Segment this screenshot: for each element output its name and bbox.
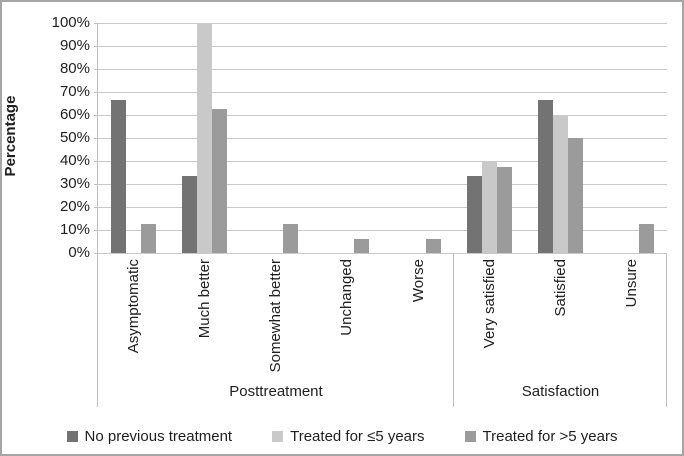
y-axis-tick (94, 137, 98, 139)
bar-treated-for-5-years (425, 238, 441, 253)
y-axis-tick (94, 183, 98, 185)
category-cell: Satisfied (525, 259, 596, 379)
y-tick-label: 70% (59, 83, 90, 100)
group-label-posttreatment: Posttreatment (229, 383, 323, 400)
group-separator-line (452, 253, 454, 407)
bar-treated-for-5-years (481, 161, 497, 253)
group-separator-line (666, 253, 667, 407)
y-axis-line (97, 23, 98, 407)
bar-no-previous-treatment (466, 176, 482, 253)
gridline (98, 91, 667, 93)
gridline (98, 114, 667, 116)
bar-treated-for-5-years (638, 224, 654, 253)
bar-treated-for-5-years (141, 224, 157, 253)
category-cell: Very satisfied (454, 259, 525, 379)
y-tick-label: 30% (59, 175, 90, 192)
legend-label: Treated for ≤5 years (290, 427, 425, 445)
y-axis-tick (94, 206, 98, 208)
category-cell: Worse (383, 259, 454, 379)
y-axis-tick (94, 114, 98, 116)
bar-no-previous-treatment (537, 99, 553, 253)
category-cell: Much better (169, 259, 240, 379)
legend-swatch-icon (464, 430, 476, 442)
category-label: Very satisfied (480, 259, 498, 349)
category-label: Somewhat better (267, 259, 285, 373)
bar-treated-for-5-years (197, 23, 213, 253)
group-separator-line (97, 253, 98, 407)
category-label: Unchanged (338, 259, 356, 336)
category-cell: Asymptomatic (98, 259, 169, 379)
category-label: Much better (196, 259, 214, 339)
y-tick-label: 100% (51, 14, 90, 31)
legend-item: No previous treatment (66, 427, 233, 445)
bar-treated-for-5-years (212, 109, 228, 253)
bar-treated-for-5-years (496, 166, 512, 253)
gridline (98, 22, 667, 24)
category-cell: Unchanged (311, 259, 382, 379)
bar-no-previous-treatment (182, 176, 198, 253)
y-axis-tick (94, 45, 98, 47)
y-tick-label: 0% (68, 244, 90, 261)
category-label: Satisfied (551, 259, 569, 317)
bar-treated-for-5-years (283, 224, 299, 253)
category-cell: Unsure (596, 259, 667, 379)
legend-item: Treated for >5 years (464, 427, 618, 445)
y-axis-tick (94, 229, 98, 231)
y-tick-label: 10% (59, 221, 90, 238)
y-axis-tick (94, 91, 98, 93)
bar-treated-for-5-years (354, 238, 370, 253)
legend-swatch-icon (66, 430, 78, 442)
category-label: Unsure (622, 259, 640, 308)
legend-label: No previous treatment (84, 427, 233, 445)
category-label: Asymptomatic (125, 259, 143, 354)
bar-no-previous-treatment (111, 99, 127, 253)
y-tick-label: 40% (59, 152, 90, 169)
bar-treated-for-5-years (552, 115, 568, 253)
gridline (98, 183, 667, 185)
y-tick-label: 90% (59, 37, 90, 54)
y-axis-tick (94, 68, 98, 70)
gridline (98, 252, 667, 254)
category-cell: Somewhat better (240, 259, 311, 379)
gridline (98, 45, 667, 47)
gridline (98, 229, 667, 231)
y-axis-tick (94, 252, 98, 254)
y-tick-label: 50% (59, 129, 90, 146)
y-tick-label: 20% (59, 198, 90, 215)
gridline (98, 160, 667, 162)
bar-treated-for-5-years (567, 138, 583, 253)
legend-swatch-icon (272, 430, 284, 442)
y-axis-tick (94, 22, 98, 24)
legend-label: Treated for >5 years (482, 427, 618, 445)
category-label: Worse (409, 259, 427, 303)
gridline (98, 206, 667, 208)
gridline (98, 68, 667, 70)
y-axis-tick (94, 160, 98, 162)
legend-item: Treated for ≤5 years (272, 427, 425, 445)
y-tick-label: 60% (59, 106, 90, 123)
gridline (98, 137, 667, 139)
y-tick-label: 80% (59, 60, 90, 77)
group-label-satisfaction: Satisfaction (521, 383, 600, 400)
chart-legend: No previous treatment Treated for ≤5 year… (2, 425, 682, 447)
